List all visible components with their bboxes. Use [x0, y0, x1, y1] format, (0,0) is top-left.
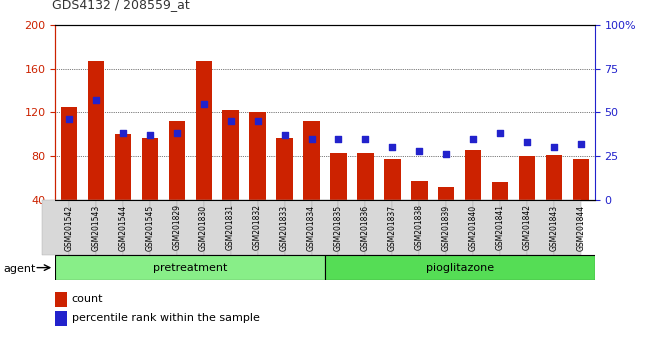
- Bar: [546, 155, 562, 200]
- Bar: [473, 200, 500, 255]
- Bar: [325, 255, 595, 280]
- Bar: [285, 200, 311, 255]
- Bar: [519, 156, 536, 200]
- Text: percentile rank within the sample: percentile rank within the sample: [72, 313, 259, 324]
- Point: [306, 136, 317, 142]
- Bar: [69, 200, 96, 255]
- Text: pioglitazone: pioglitazone: [426, 263, 494, 273]
- Bar: [150, 200, 177, 255]
- Point: [64, 116, 74, 122]
- Bar: [339, 200, 365, 255]
- Bar: [492, 183, 508, 200]
- Bar: [60, 107, 77, 200]
- Bar: [311, 200, 339, 255]
- Text: GSM201842: GSM201842: [523, 205, 532, 250]
- Text: GSM201841: GSM201841: [496, 205, 505, 250]
- Point: [360, 136, 370, 142]
- Bar: [142, 138, 158, 200]
- Point: [522, 139, 532, 145]
- Bar: [438, 187, 454, 200]
- Point: [118, 131, 128, 136]
- Text: GSM201834: GSM201834: [307, 204, 316, 251]
- Bar: [168, 121, 185, 200]
- Text: GSM201829: GSM201829: [172, 205, 181, 250]
- Bar: [411, 181, 428, 200]
- Text: GSM201543: GSM201543: [91, 204, 100, 251]
- Bar: [250, 113, 266, 200]
- Text: GSM201843: GSM201843: [550, 204, 559, 251]
- Bar: [330, 153, 346, 200]
- Bar: [384, 160, 400, 200]
- Point: [172, 131, 182, 136]
- Bar: [447, 200, 473, 255]
- Point: [576, 141, 586, 147]
- Text: GSM201839: GSM201839: [442, 204, 451, 251]
- Point: [441, 152, 452, 157]
- Bar: [96, 200, 123, 255]
- Point: [549, 144, 560, 150]
- Bar: [358, 153, 374, 200]
- Point: [495, 131, 506, 136]
- Point: [280, 132, 290, 138]
- Text: GSM201833: GSM201833: [280, 204, 289, 251]
- Point: [468, 136, 478, 142]
- Text: GSM201844: GSM201844: [577, 204, 586, 251]
- Point: [144, 132, 155, 138]
- Bar: [554, 200, 581, 255]
- Text: GSM201838: GSM201838: [415, 205, 424, 250]
- Text: count: count: [72, 294, 103, 304]
- Bar: [257, 200, 285, 255]
- Bar: [114, 134, 131, 200]
- Text: GSM201542: GSM201542: [64, 204, 73, 251]
- Bar: [500, 200, 527, 255]
- Bar: [465, 150, 482, 200]
- Bar: [304, 121, 320, 200]
- Point: [414, 148, 424, 154]
- Point: [333, 136, 344, 142]
- Bar: [42, 200, 69, 255]
- Bar: [196, 61, 212, 200]
- Bar: [123, 200, 150, 255]
- Bar: [177, 200, 203, 255]
- Text: GSM201837: GSM201837: [388, 204, 397, 251]
- Point: [252, 118, 263, 124]
- Bar: [55, 292, 67, 307]
- Text: GSM201836: GSM201836: [361, 204, 370, 251]
- Text: GSM201830: GSM201830: [199, 204, 208, 251]
- Text: GDS4132 / 208559_at: GDS4132 / 208559_at: [52, 0, 190, 11]
- Text: GSM201840: GSM201840: [469, 204, 478, 251]
- Bar: [365, 200, 393, 255]
- Text: GSM201832: GSM201832: [253, 205, 262, 250]
- Bar: [55, 311, 67, 326]
- Point: [226, 118, 236, 124]
- Text: pretreatment: pretreatment: [153, 263, 228, 273]
- Point: [387, 144, 398, 150]
- Bar: [55, 255, 325, 280]
- Bar: [527, 200, 554, 255]
- Bar: [419, 200, 447, 255]
- Text: GSM201835: GSM201835: [334, 204, 343, 251]
- Point: [198, 101, 209, 107]
- Bar: [203, 200, 231, 255]
- Text: GSM201545: GSM201545: [145, 204, 154, 251]
- Text: agent: agent: [3, 264, 36, 274]
- Bar: [231, 200, 257, 255]
- Bar: [393, 200, 419, 255]
- Bar: [276, 138, 292, 200]
- Bar: [573, 160, 590, 200]
- Point: [90, 97, 101, 103]
- Text: GSM201831: GSM201831: [226, 205, 235, 250]
- Text: GSM201544: GSM201544: [118, 204, 127, 251]
- Bar: [88, 61, 104, 200]
- Bar: [222, 110, 239, 200]
